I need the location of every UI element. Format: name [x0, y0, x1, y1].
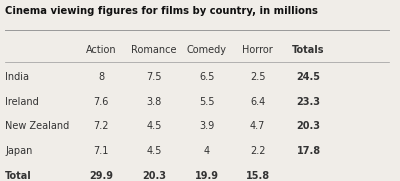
- Text: 15.8: 15.8: [246, 171, 270, 181]
- Text: 20.3: 20.3: [142, 171, 166, 181]
- Text: India: India: [5, 72, 29, 82]
- Text: 2.5: 2.5: [250, 72, 266, 82]
- Text: 24.5: 24.5: [296, 72, 320, 82]
- Text: 3.8: 3.8: [146, 96, 162, 106]
- Text: 7.5: 7.5: [146, 72, 162, 82]
- Text: New Zealand: New Zealand: [5, 121, 70, 131]
- Text: 3.9: 3.9: [199, 121, 214, 131]
- Text: 4.7: 4.7: [250, 121, 265, 131]
- Text: 2.2: 2.2: [250, 146, 266, 156]
- Text: 17.8: 17.8: [296, 146, 320, 156]
- Text: 6.5: 6.5: [199, 72, 214, 82]
- Text: Action: Action: [86, 45, 116, 54]
- Text: 7.1: 7.1: [94, 146, 109, 156]
- Text: 7.6: 7.6: [94, 96, 109, 106]
- Text: Total: Total: [5, 171, 32, 181]
- Text: Japan: Japan: [5, 146, 33, 156]
- Text: 20.3: 20.3: [296, 121, 320, 131]
- Text: 29.9: 29.9: [89, 171, 113, 181]
- Text: 23.3: 23.3: [296, 96, 320, 106]
- Text: Comedy: Comedy: [187, 45, 227, 54]
- Text: 6.4: 6.4: [250, 96, 265, 106]
- Text: Horror: Horror: [242, 45, 273, 54]
- Text: 19.9: 19.9: [195, 171, 219, 181]
- Text: Ireland: Ireland: [5, 96, 39, 106]
- Text: 4: 4: [204, 146, 210, 156]
- Text: 7.2: 7.2: [94, 121, 109, 131]
- Text: Cinema viewing figures for films by country, in millions: Cinema viewing figures for films by coun…: [5, 6, 318, 16]
- Text: 4.5: 4.5: [146, 121, 162, 131]
- Text: 5.5: 5.5: [199, 96, 214, 106]
- Text: Romance: Romance: [131, 45, 177, 54]
- Text: 4.5: 4.5: [146, 146, 162, 156]
- Text: Totals: Totals: [292, 45, 325, 54]
- Text: 8: 8: [98, 72, 104, 82]
